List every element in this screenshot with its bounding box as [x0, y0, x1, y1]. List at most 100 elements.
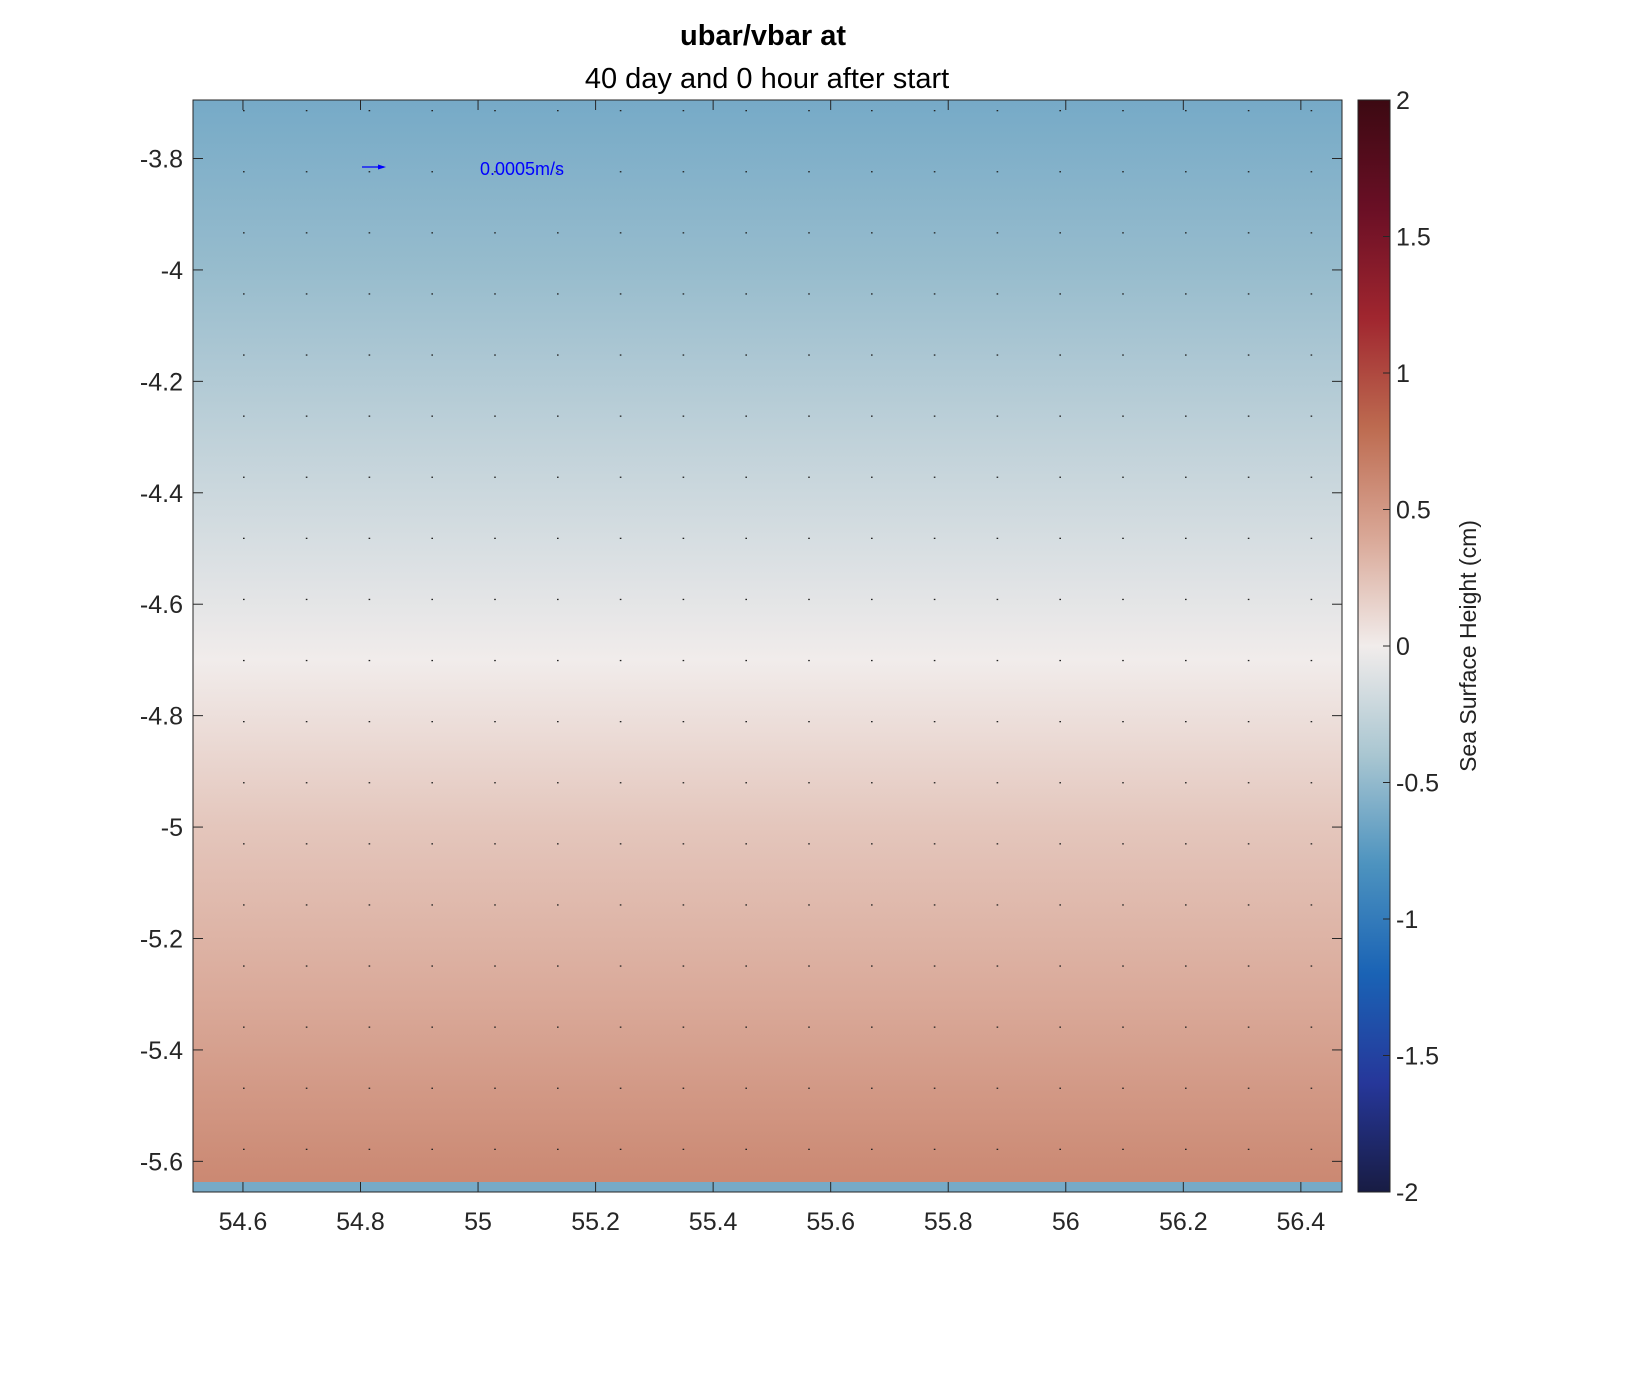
- quiver-arrow: [305, 843, 308, 845]
- quiver-arrow: [368, 232, 371, 234]
- quiver-arrow: [368, 1026, 371, 1028]
- quiver-arrow: [682, 171, 685, 173]
- colorbar-tick-label: 0.5: [1396, 497, 1431, 525]
- quiver-arrow: [243, 1087, 245, 1089]
- quiver-arrow: [1122, 659, 1124, 662]
- quiver-arrow: [431, 476, 433, 478]
- x-tick-label: 54.8: [336, 1208, 385, 1236]
- quiver-arrow: [305, 965, 308, 967]
- quiver-arrow: [1185, 171, 1187, 173]
- quiver-arrow: [243, 415, 245, 417]
- quiver-arrow: [1310, 110, 1313, 112]
- quiver-arrow: [808, 415, 810, 417]
- quiver-arrow: [996, 354, 999, 356]
- quiver-arrow: [619, 721, 622, 723]
- quiver-arrow: [933, 1087, 936, 1089]
- quiver-arrow: [494, 904, 496, 906]
- y-tick-label: -4.4: [140, 480, 183, 508]
- x-tick-label: 56.2: [1159, 1208, 1208, 1236]
- quiver-arrow: [431, 110, 433, 112]
- quiver-arrow: [494, 1148, 496, 1150]
- quiver-arrow: [305, 110, 308, 112]
- quiver-arrow: [996, 721, 999, 723]
- quiver-arrow: [368, 843, 371, 845]
- quiver-arrow: [808, 171, 810, 173]
- quiver-arrow: [1247, 1026, 1250, 1028]
- quiver-arrow: [871, 965, 873, 967]
- quiver-arrow: [1247, 232, 1250, 234]
- quiver-arrow: [871, 537, 873, 539]
- quiver-arrow: [494, 1026, 496, 1028]
- quiver-arrow: [243, 171, 245, 173]
- quiver-arrow: [1059, 110, 1061, 112]
- colorbar-tick-label: -1.5: [1396, 1043, 1439, 1071]
- quiver-arrow: [494, 965, 496, 967]
- quiver-arrow: [619, 171, 622, 173]
- quiver-arrow: [933, 354, 936, 356]
- quiver-arrow: [682, 659, 685, 662]
- quiver-arrow: [1059, 537, 1061, 539]
- quiver-arrow: [682, 293, 685, 295]
- quiver-arrow: [557, 293, 559, 295]
- quiver-arrow: [243, 1026, 245, 1028]
- quiver-arrow: [1247, 598, 1250, 601]
- quiver-arrow: [996, 843, 999, 845]
- quiver-arrow: [996, 598, 999, 601]
- quiver-arrow: [682, 232, 685, 234]
- quiver-arrow: [1185, 110, 1187, 112]
- quiver-arrow: [1122, 1087, 1124, 1089]
- quiver-arrow: [1310, 1087, 1313, 1089]
- quiver-arrow: [745, 110, 747, 112]
- quiver-arrow: [871, 904, 873, 906]
- quiver-arrow: [1185, 1026, 1187, 1028]
- quiver-arrow: [1247, 354, 1250, 356]
- quiver-arrow: [1247, 843, 1250, 845]
- quiver-arrow: [619, 1087, 622, 1089]
- quiver-arrow: [996, 171, 999, 173]
- quiver-arrow: [933, 843, 936, 845]
- quiver-arrow: [368, 354, 371, 356]
- quiver-arrow: [933, 110, 936, 112]
- quiver-arrow: [808, 598, 810, 601]
- quiver-arrow: [808, 721, 810, 723]
- quiver-arrow: [1247, 476, 1250, 478]
- quiver-arrow: [431, 171, 433, 173]
- x-tick-label: 55.4: [689, 1208, 738, 1236]
- quiver-arrow: [619, 110, 622, 112]
- quiver-arrow: [557, 1148, 559, 1150]
- quiver-arrow: [745, 354, 747, 356]
- quiver-arrow: [431, 1148, 433, 1150]
- quiver-arrow: [431, 843, 433, 845]
- quiver-arrow: [1059, 659, 1061, 662]
- quiver-arrow: [431, 659, 433, 662]
- quiver-arrow: [996, 782, 999, 784]
- quiver-arrow: [368, 537, 371, 539]
- quiver-arrow: [557, 782, 559, 784]
- quiver-arrow: [243, 537, 245, 539]
- quiver-arrow: [1122, 537, 1124, 539]
- quiver-arrow: [1059, 1148, 1061, 1150]
- quiver-arrow: [871, 354, 873, 356]
- quiver-arrow: [305, 598, 308, 601]
- quiver-arrow: [1122, 721, 1124, 723]
- arrow-head: [378, 164, 386, 170]
- quiver-arrow: [871, 721, 873, 723]
- quiver-arrow: [494, 293, 496, 295]
- quiver-arrow: [1247, 293, 1250, 295]
- y-tick-label: -5.4: [140, 1037, 183, 1065]
- y-tick-label: -5: [161, 814, 183, 842]
- quiver-arrow: [619, 293, 622, 295]
- quiver-arrow: [682, 1148, 685, 1150]
- quiver-arrow: [431, 1026, 433, 1028]
- quiver-arrow: [996, 476, 999, 478]
- quiver-arrow: [368, 965, 371, 967]
- quiver-arrow: [745, 598, 747, 601]
- quiver-arrow: [1059, 293, 1061, 295]
- quiver-arrow: [1247, 1148, 1250, 1150]
- quiver-arrow: [305, 293, 308, 295]
- colorbar-label: Sea Surface Height (cm): [1455, 520, 1481, 772]
- quiver-arrow: [745, 171, 747, 173]
- quiver-arrow: [933, 1148, 936, 1150]
- quiver-arrow: [1059, 415, 1061, 417]
